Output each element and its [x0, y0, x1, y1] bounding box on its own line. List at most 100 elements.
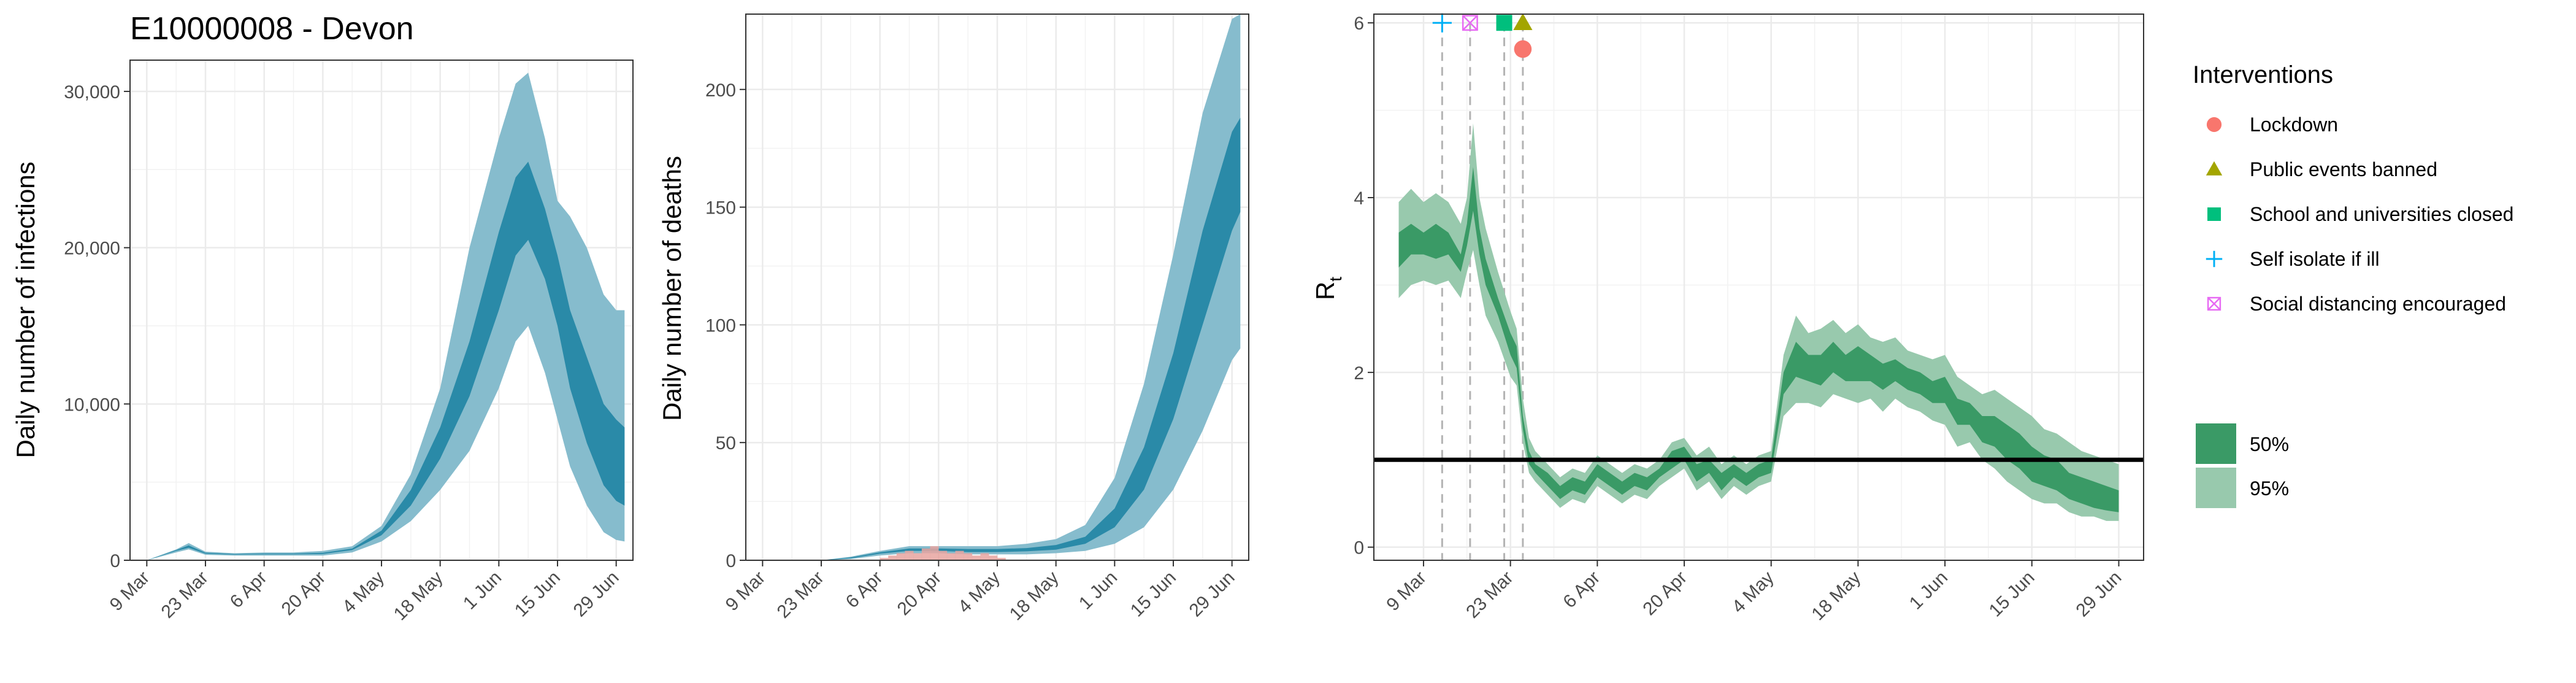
x-tick-label: 20 Apr — [278, 568, 330, 620]
plot-title: E10000008 - Devon — [130, 11, 414, 47]
legend-key-triangle — [2206, 161, 2223, 176]
panel-border — [1373, 14, 2144, 561]
observed-death-bar — [946, 553, 956, 560]
y-tick-label: 10,000 — [64, 395, 120, 415]
intervention-marker-triangle — [1513, 13, 1533, 30]
observed-death-bar — [930, 546, 939, 560]
observed-death-bar — [997, 558, 1006, 560]
infections-panel: E10000008 - Devon 0 10,000 20,000 30,000 9 … — [11, 11, 634, 625]
observed-death-bar — [972, 555, 981, 560]
observed-death-bar — [888, 555, 897, 560]
boxx-frame — [1462, 15, 1478, 31]
rt-subscript: t — [1326, 277, 1345, 282]
x-tick-label: 15 Jun — [511, 568, 564, 621]
y-tick-label: 30,000 — [64, 82, 120, 102]
y-tick-label: 20,000 — [64, 239, 120, 259]
x-tick-label: 4 May — [339, 568, 388, 617]
x-tick-label: 1 Jun — [459, 568, 505, 614]
y-tick-label: 4 — [1354, 188, 1364, 209]
x-tick-label: 4 May — [1728, 568, 1778, 617]
legend-label: Public events banned — [2250, 158, 2437, 180]
rt-symbol: R — [1311, 282, 1340, 300]
observed-death-bar — [913, 553, 922, 560]
legend-label: Lockdown — [2250, 114, 2338, 136]
legend-band-label: 95% — [2250, 477, 2289, 500]
y-axis-title-infections: Daily number of infections — [11, 161, 40, 458]
x-tick-label: 6 Apr — [1559, 568, 1604, 612]
x-tick-label: 18 May — [1807, 568, 1865, 625]
intervention-marker-square — [1496, 15, 1512, 31]
x-axis-deaths: 9 Mar 23 Mar 6 Apr 20 Apr 4 May 18 May 1 Jun 15… — [722, 560, 1239, 625]
x-tick-label: 20 Apr — [1639, 568, 1691, 620]
intervention-markers — [1432, 13, 1533, 58]
legend-band-key — [2196, 468, 2236, 508]
x-tick-label: 6 Apr — [226, 568, 271, 612]
observed-death-bar — [964, 553, 973, 560]
y-axis-deaths: 0 50 100 150 200 — [705, 80, 746, 571]
legend-bands: 50% 95% — [2196, 423, 2289, 508]
legend: Interventions Lockdown Public events bann… — [2193, 61, 2513, 508]
y-tick-label: 6 — [1354, 14, 1364, 34]
legend-label: School and universities closed — [2250, 203, 2513, 225]
x-tick-label: 15 Jun — [1985, 568, 2039, 621]
x-tick-label: 29 Jun — [2072, 568, 2125, 621]
legend-band-label: 50% — [2250, 433, 2289, 455]
y-tick-label: 50 — [716, 433, 736, 453]
observed-death-bar — [921, 548, 930, 560]
legend-title: Interventions — [2193, 61, 2333, 88]
observed-death-bar — [955, 550, 964, 560]
boxx-diag2 — [2207, 297, 2221, 311]
legend-items: Lockdown Public events banned School and u… — [2206, 114, 2513, 315]
y-tick-label: 0 — [726, 551, 736, 571]
y-tick-label: 2 — [1354, 363, 1364, 384]
observed-death-bar — [989, 555, 998, 560]
deaths-panel: 0 50 100 150 200 9 Mar 23 Mar 6 Apr 20 Apr 4 May… — [657, 14, 1249, 625]
observed-death-bar — [905, 550, 914, 560]
x-tick-label: 18 May — [390, 568, 447, 625]
x-tick-label: 1 Jun — [1075, 568, 1121, 614]
x-tick-label: 23 Mar — [1462, 568, 1517, 622]
x-tick-label: 23 Mar — [158, 568, 212, 622]
legend-key-circle — [2206, 117, 2222, 133]
x-tick-label: 1 Jun — [1906, 568, 1952, 614]
legend-label: Social distancing encouraged — [2250, 293, 2506, 315]
y-axis-title-rt: Rt — [1311, 277, 1345, 300]
y-axis-infections: 0 10,000 20,000 30,000 — [64, 82, 130, 571]
y-tick-label: 100 — [705, 315, 736, 336]
observed-death-bar — [938, 550, 948, 560]
x-axis-rt: 9 Mar 23 Mar 6 Apr 20 Apr 4 May 18 May 1 Jun 15… — [1382, 560, 2125, 625]
observed-death-bar — [896, 553, 905, 560]
y-axis-title-deaths: Daily number of deaths — [657, 156, 686, 421]
y-tick-label: 150 — [705, 198, 736, 218]
x-tick-label: 20 Apr — [894, 568, 946, 620]
x-tick-label: 9 Mar — [106, 568, 154, 615]
legend-key-square — [2207, 207, 2221, 221]
legend-key-plus — [2206, 250, 2223, 268]
boxx-diag2 — [1462, 15, 1478, 31]
legend-label: Self isolate if ill — [2250, 248, 2380, 270]
x-tick-label: 6 Apr — [842, 568, 887, 612]
x-tick-label: 15 Jun — [1127, 568, 1180, 621]
y-tick-label: 0 — [110, 551, 120, 571]
y-axis-rt: 0 2 4 6 — [1354, 14, 1374, 558]
observed-deaths — [880, 546, 1006, 560]
band-95 — [1398, 123, 2119, 521]
x-tick-label: 29 Jun — [570, 568, 623, 621]
intervention-marker-plus — [1432, 13, 1452, 33]
intervention-marker-circle — [1514, 40, 1532, 58]
band-50 — [1398, 167, 2119, 512]
boxx-frame — [2207, 296, 2221, 311]
band-95 — [147, 72, 625, 560]
intervention-marker-boxx — [1462, 15, 1478, 31]
observed-death-bar — [880, 558, 889, 560]
y-tick-label: 0 — [1354, 538, 1364, 558]
x-tick-label: 4 May — [954, 568, 1004, 617]
rt-bands — [1398, 123, 2119, 521]
x-tick-label: 9 Mar — [722, 568, 770, 615]
x-axis-infections: 9 Mar 23 Mar 6 Apr 20 Apr 4 May 18 May 1 Jun 15… — [106, 560, 623, 625]
x-tick-label: 23 Mar — [773, 568, 828, 622]
x-tick-label: 18 May — [1006, 568, 1063, 625]
band-50 — [147, 161, 625, 560]
infection-bands — [147, 72, 625, 560]
